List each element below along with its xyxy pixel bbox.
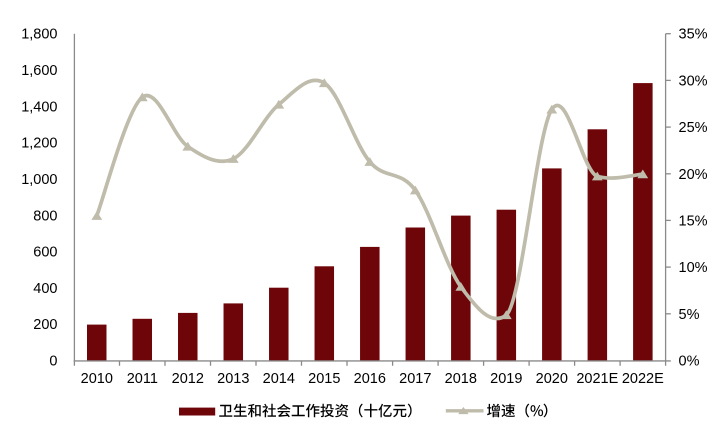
svg-text:2011: 2011	[127, 371, 158, 387]
svg-text:2018: 2018	[445, 371, 477, 387]
svg-text:2020: 2020	[536, 371, 568, 387]
svg-text:200: 200	[33, 317, 57, 333]
svg-text:2013: 2013	[217, 371, 249, 387]
svg-text:2016: 2016	[354, 371, 386, 387]
svg-text:20%: 20%	[679, 167, 708, 183]
svg-text:1,600: 1,600	[21, 63, 57, 79]
svg-text:1,800: 1,800	[21, 27, 57, 43]
svg-text:30%: 30%	[679, 73, 708, 89]
svg-text:5%: 5%	[679, 307, 700, 323]
svg-text:15%: 15%	[679, 213, 708, 229]
svg-text:10%: 10%	[679, 260, 708, 276]
svg-text:400: 400	[33, 281, 57, 297]
svg-text:1,400: 1,400	[21, 99, 57, 115]
svg-text:2015: 2015	[308, 371, 340, 387]
svg-text:0%: 0%	[679, 354, 700, 370]
svg-text:2021E: 2021E	[576, 371, 618, 387]
svg-text:1,200: 1,200	[21, 136, 57, 152]
svg-text:2019: 2019	[490, 371, 522, 387]
svg-text:600: 600	[33, 245, 57, 261]
svg-text:2014: 2014	[263, 371, 295, 387]
svg-text:2022E: 2022E	[622, 371, 664, 387]
svg-text:35%: 35%	[679, 27, 708, 43]
svg-text:800: 800	[33, 208, 57, 224]
svg-text:1,000: 1,000	[21, 172, 57, 188]
svg-text:2012: 2012	[172, 371, 204, 387]
svg-text:25%: 25%	[679, 120, 708, 136]
svg-text:0: 0	[49, 354, 57, 370]
svg-text:2017: 2017	[399, 371, 431, 387]
svg-text:2010: 2010	[81, 371, 113, 387]
